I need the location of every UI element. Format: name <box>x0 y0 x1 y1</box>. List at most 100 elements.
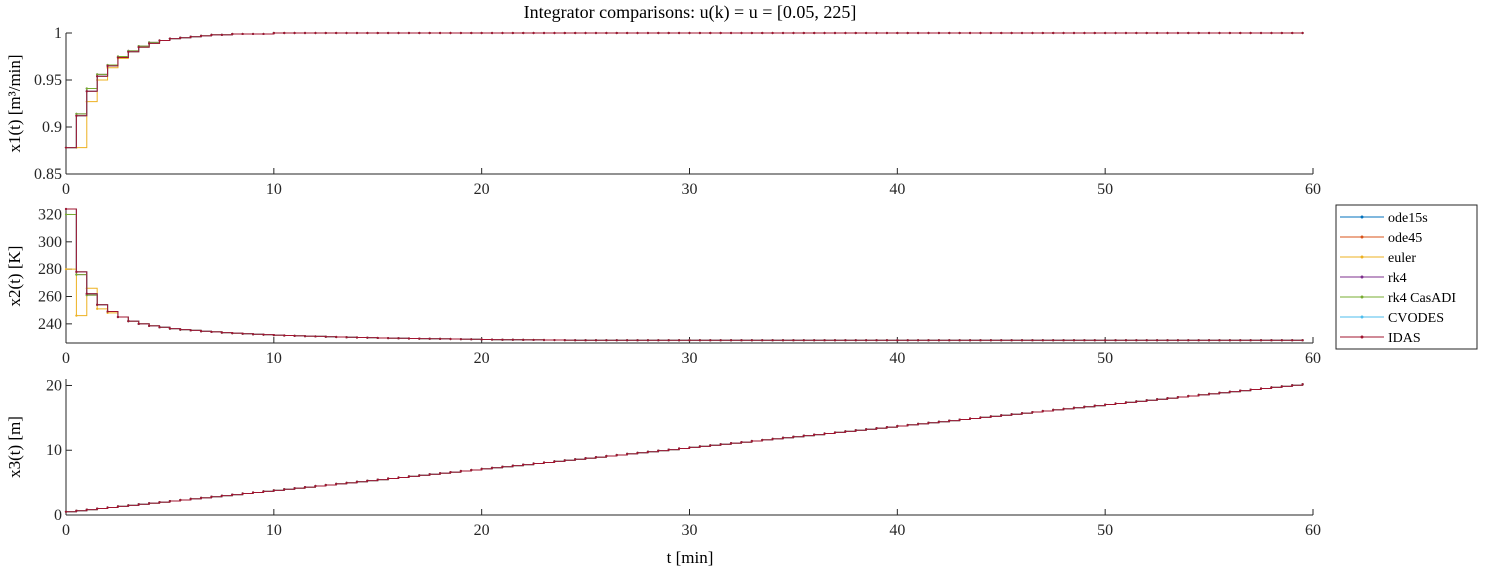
legend-label: CVODES <box>1388 311 1444 326</box>
data-point <box>885 31 889 35</box>
data-point <box>314 484 317 488</box>
data-point <box>428 473 431 476</box>
data-point <box>917 31 920 35</box>
x-tick-label: 10 <box>266 181 282 198</box>
data-point <box>761 438 764 442</box>
data-point <box>678 339 681 342</box>
data-point <box>854 339 857 342</box>
x-tick-label: 60 <box>1305 181 1321 198</box>
data-point <box>584 339 587 342</box>
data-point <box>771 437 774 440</box>
data-point <box>428 31 431 35</box>
data-point <box>1280 31 1283 35</box>
data-point <box>407 31 411 35</box>
data-point <box>397 337 400 340</box>
data-point <box>750 339 753 342</box>
data-point <box>1093 31 1096 35</box>
data-point <box>615 339 618 342</box>
data-point <box>563 339 566 342</box>
data-point <box>75 509 78 512</box>
data-point <box>605 31 608 35</box>
data-point <box>449 31 452 35</box>
data-point <box>781 436 785 439</box>
data-point <box>366 479 369 482</box>
legend-label: rk4 <box>1388 271 1407 286</box>
data-point <box>272 31 275 35</box>
data-point <box>1010 31 1013 35</box>
data-point <box>75 114 78 117</box>
data-point <box>1218 391 1221 394</box>
data-point <box>813 31 816 35</box>
data-point <box>688 31 691 35</box>
data-point <box>137 46 140 49</box>
data-point <box>885 425 889 429</box>
data-point <box>1031 339 1034 342</box>
data-point <box>449 337 452 341</box>
data-point <box>844 31 847 35</box>
data-point <box>1062 407 1065 410</box>
data-point <box>106 310 109 313</box>
data-point <box>75 112 78 115</box>
data-point <box>251 32 255 36</box>
series-line <box>66 32 1303 149</box>
x-tick-label: 0 <box>62 181 70 198</box>
x-tick-label: 30 <box>682 181 698 198</box>
series-ode45 <box>64 207 1304 342</box>
data-point <box>542 338 546 342</box>
data-point <box>231 493 234 496</box>
data-point <box>1187 394 1190 398</box>
y-tick-label: 280 <box>38 261 62 278</box>
data-point <box>875 427 878 430</box>
data-point <box>833 339 837 342</box>
data-point <box>1062 339 1065 342</box>
data-point <box>594 339 598 342</box>
data-point <box>127 320 130 323</box>
data-point <box>584 31 587 35</box>
data-point <box>948 419 951 422</box>
data-point <box>1020 339 1024 342</box>
data-point <box>501 465 504 468</box>
series-line <box>66 208 1303 341</box>
data-point <box>979 339 982 342</box>
data-point <box>199 34 203 37</box>
data-point <box>709 339 712 342</box>
data-point <box>1041 409 1044 413</box>
x-tick-label: 10 <box>266 522 282 539</box>
data-point <box>522 463 525 466</box>
x-tick-label: 60 <box>1305 522 1321 539</box>
y-axis-label: x1(t) [m³/min] <box>5 54 24 152</box>
data-point <box>96 507 99 510</box>
data-point <box>1010 339 1013 342</box>
data-point <box>667 339 670 342</box>
data-point <box>1052 31 1055 35</box>
data-point <box>667 448 670 451</box>
data-point <box>511 338 514 341</box>
data-point <box>979 416 982 419</box>
data-point <box>698 31 701 35</box>
x-axis-label: t [min] <box>667 548 714 567</box>
data-point <box>490 31 494 35</box>
data-point <box>470 31 473 35</box>
data-point <box>470 468 473 472</box>
data-point <box>750 31 753 35</box>
data-point <box>1000 339 1003 342</box>
data-point <box>1207 392 1211 395</box>
data-point <box>1135 339 1138 342</box>
data-point <box>335 31 338 35</box>
subplot-x1: 0 10 20 30 40 50 60 0.85 0.9 0.95 1 x1(t) [m³/min] <box>5 25 1321 198</box>
data-point <box>1083 31 1086 35</box>
data-point <box>1239 389 1242 392</box>
data-point <box>958 418 961 421</box>
data-point <box>179 328 182 331</box>
x-tick-label: 20 <box>474 181 490 198</box>
data-point <box>85 87 88 90</box>
data-point <box>636 339 639 342</box>
data-point <box>1291 339 1294 342</box>
data-point <box>906 423 909 427</box>
x-tick-label: 30 <box>682 522 698 539</box>
data-point <box>574 339 577 342</box>
data-point <box>199 330 203 333</box>
data-point <box>210 330 213 334</box>
data-point <box>439 31 442 35</box>
data-point <box>989 415 992 418</box>
